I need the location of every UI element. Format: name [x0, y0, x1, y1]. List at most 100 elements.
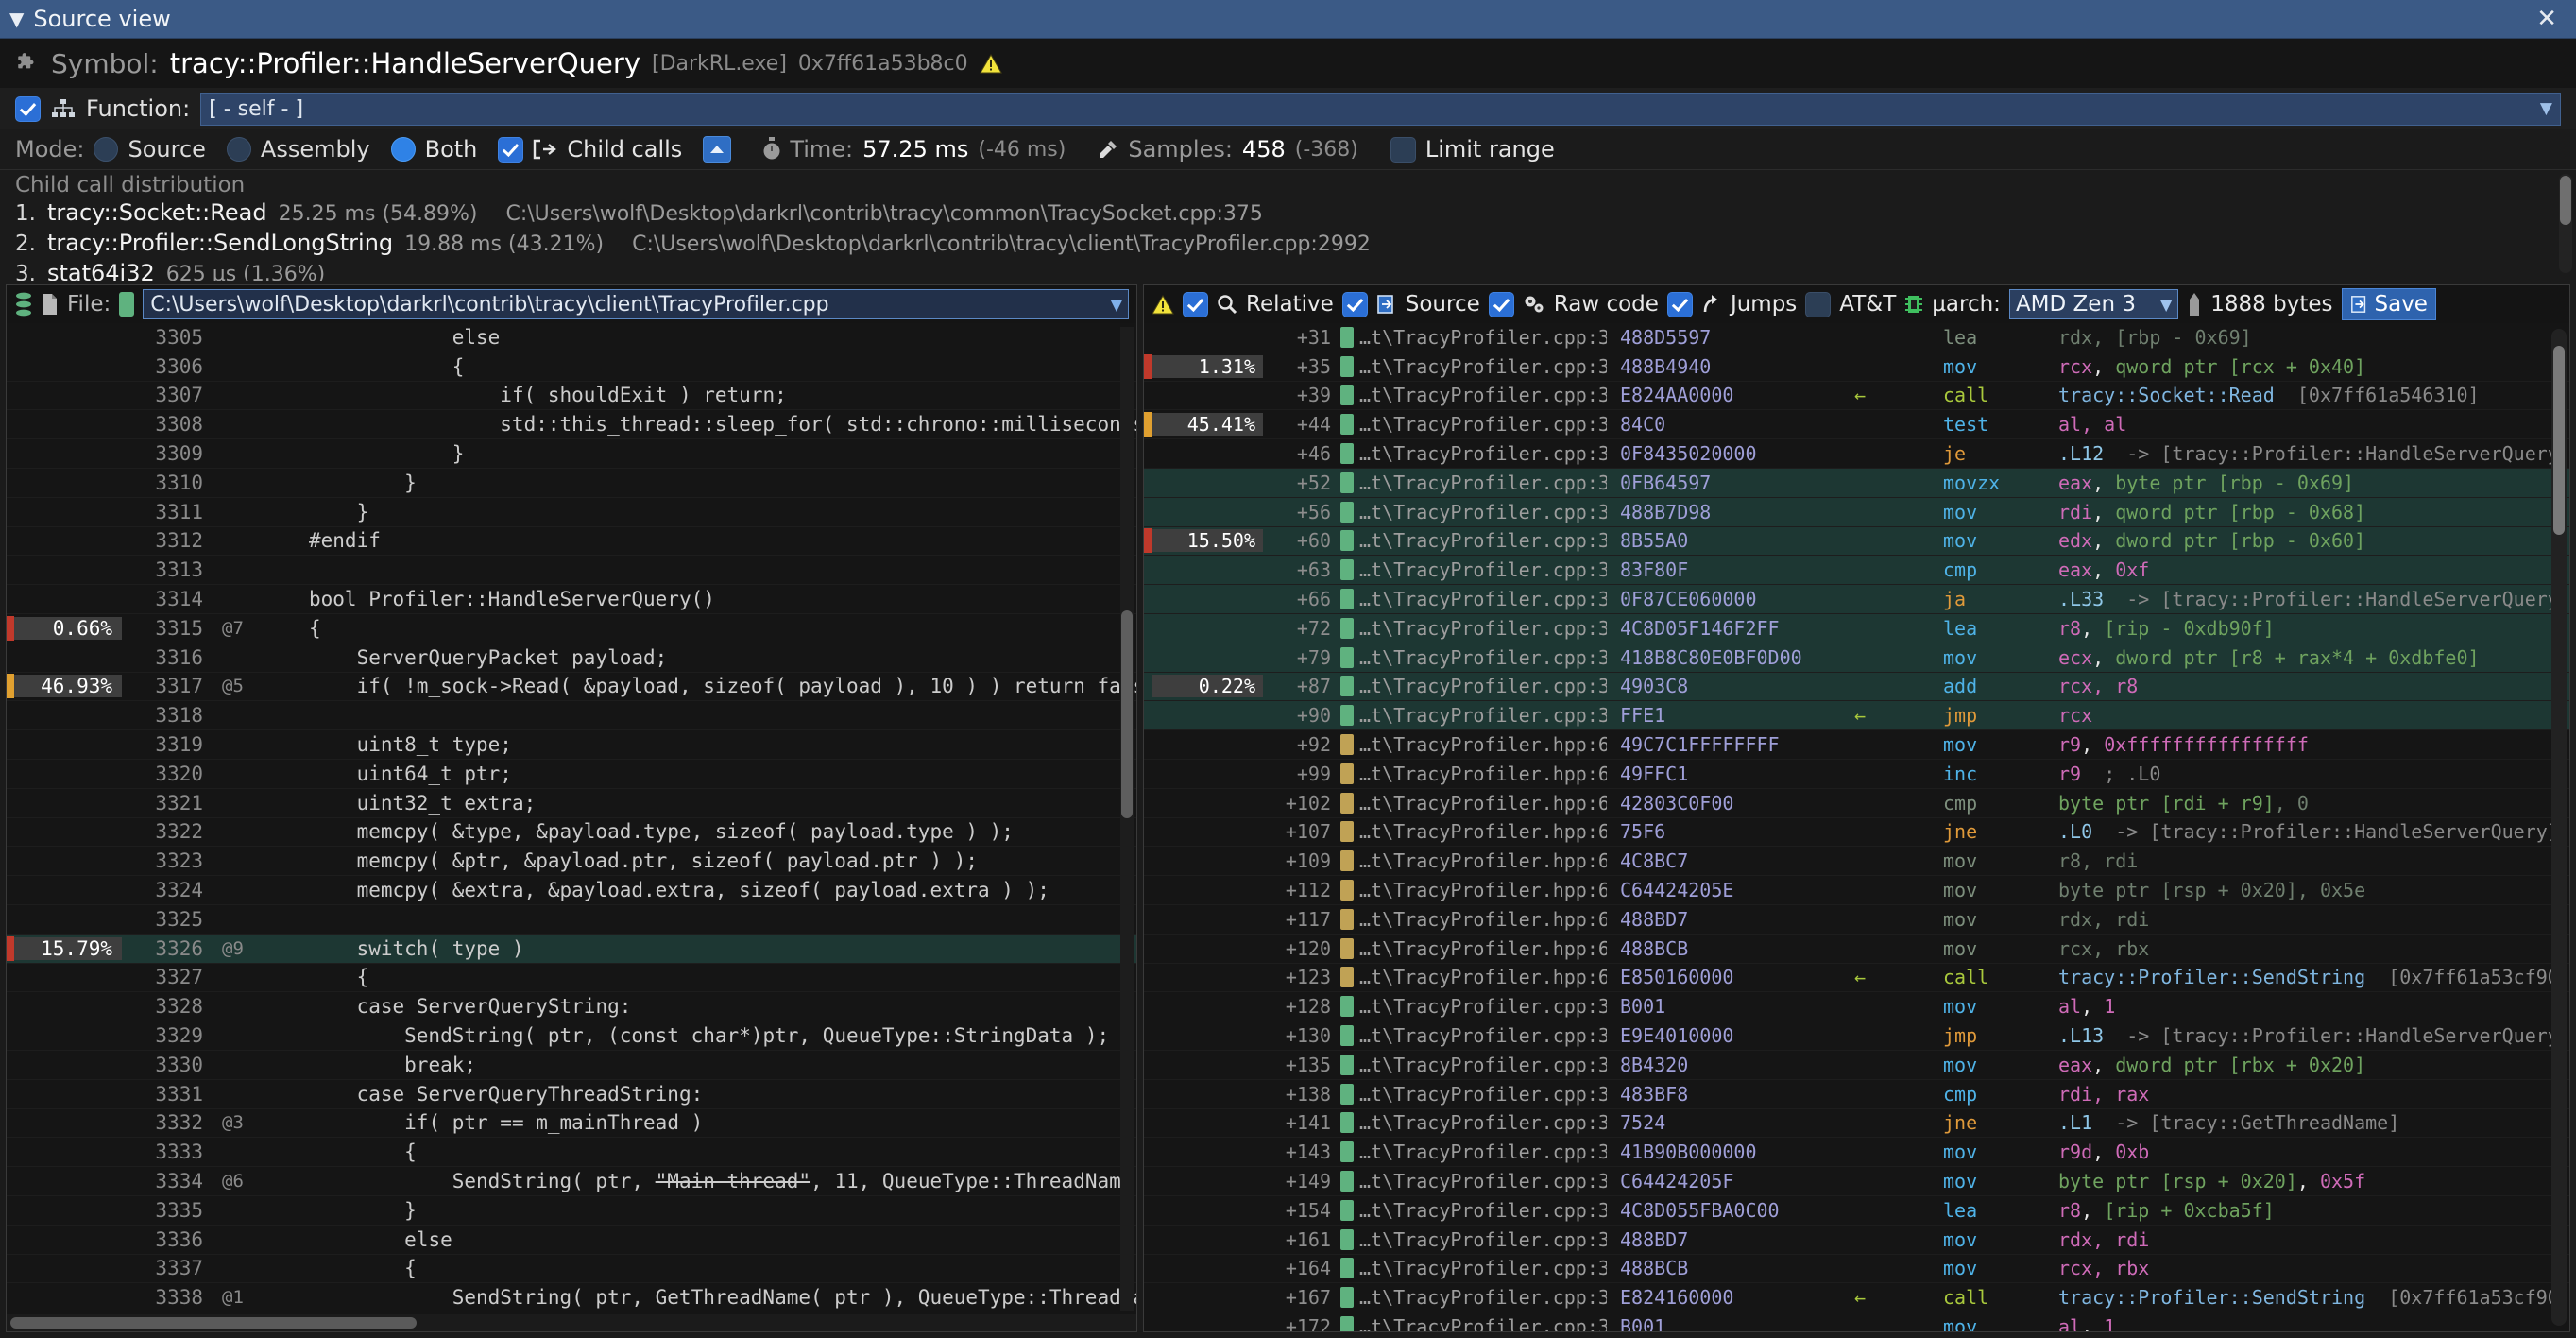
assembly-line[interactable]: +138 …t\TracyProfiler.cpp:3332 483BF8 cmp rd… — [1144, 1080, 2569, 1109]
source-line[interactable]: 3324 memcpy( &extra, &payload.extra, siz… — [7, 876, 1136, 905]
triangle-up-icon[interactable] — [703, 136, 732, 163]
source-line[interactable]: 3310 } — [7, 469, 1136, 498]
assembly-line[interactable]: +123 …t\TracyProfiler.hpp:676 E850160000 ← c… — [1144, 964, 2569, 993]
source-vertical-scrollbar[interactable] — [1120, 327, 1134, 1311]
source-line[interactable]: 3311 } — [7, 498, 1136, 527]
source-line[interactable]: 3313 — [7, 556, 1136, 586]
radio-assembly-label[interactable]: Assembly — [260, 136, 370, 163]
assembly-line[interactable]: +31 …t\TracyProfiler.cpp:3317 488D5597 lea r… — [1144, 323, 2569, 352]
function-checkbox[interactable] — [15, 95, 41, 122]
source-line[interactable]: 0.66% 3315 @7 { — [7, 614, 1136, 643]
source-horizontal-scrollbar[interactable] — [10, 1317, 417, 1329]
child-call-row[interactable]: 3. stat64i32 625 µs (1.36%) — [15, 259, 2561, 281]
raw-code-checkbox[interactable] — [1488, 291, 1514, 317]
source-line[interactable]: 3307 if( shouldExit ) return; — [7, 382, 1136, 411]
limit-range-checkbox[interactable] — [1390, 136, 1416, 163]
relative-checkbox[interactable] — [1183, 291, 1208, 317]
source-line[interactable]: 15.79% 3326 @9 switch( type ) — [7, 934, 1136, 964]
relative-label[interactable]: Relative — [1246, 292, 1334, 317]
source-line[interactable]: 3306 { — [7, 352, 1136, 382]
radio-source-label[interactable]: Source — [128, 136, 206, 163]
source-line[interactable]: 3328 case ServerQueryString: — [7, 992, 1136, 1022]
assembly-line[interactable]: +52 …t\TracyProfiler.cpp:3326 0FB64597 movz… — [1144, 468, 2569, 498]
warning-triangle-icon[interactable] — [979, 53, 1002, 74]
source-line[interactable]: 3332 @3 if( ptr == m_mainThread ) — [7, 1109, 1136, 1139]
source-line[interactable]: 3320 uint64_t ptr; — [7, 760, 1136, 789]
assembly-line[interactable]: 1.31% +35 …t\TracyProfiler.cpp:3317 488B494… — [1144, 352, 2569, 382]
source-line[interactable]: 3323 memcpy( &ptr, &payload.ptr, sizeof(… — [7, 847, 1136, 877]
assembly-line[interactable]: +99 …t\TracyProfiler.hpp:676 49FFC1 inc r9 ;… — [1144, 760, 2569, 789]
source-line[interactable]: 3316 ServerQueryPacket payload; — [7, 643, 1136, 673]
source-line[interactable]: 3335 } — [7, 1196, 1136, 1226]
source-code-area[interactable]: 3305 else 3306 {3307 if( shouldExit ) ret… — [7, 323, 1136, 1331]
save-button[interactable]: Save — [2341, 288, 2436, 320]
uarch-select[interactable]: AMD Zen 3 ▼ — [2008, 289, 2179, 319]
assembly-line[interactable]: +90 …t\TracyProfiler.cpp:3326 FFE1 ← jmp rcx — [1144, 701, 2569, 731]
child-call-row[interactable]: 1. tracy::Socket::Read 25.25 ms (54.89%) C:… — [15, 198, 2561, 229]
limit-range-label[interactable]: Limit range — [1424, 136, 1555, 163]
source-line[interactable]: 3329 SendString( ptr, (const char*)ptr, … — [7, 1021, 1136, 1051]
source-line[interactable]: 3312 #endif — [7, 527, 1136, 557]
radio-assembly[interactable] — [226, 137, 251, 162]
source-line[interactable]: 3322 memcpy( &type, &payload.type, sizeo… — [7, 818, 1136, 848]
jumps-checkbox[interactable] — [1666, 291, 1693, 317]
assembly-code-area[interactable]: +31 …t\TracyProfiler.cpp:3317 488D5597 lea r… — [1144, 323, 2569, 1331]
source-line[interactable]: 46.93% 3317 @5 if( !m_sock->Read( &payload… — [7, 673, 1136, 702]
assembly-line[interactable]: +112 …t\TracyProfiler.hpp:676 C64424205E mo… — [1144, 876, 2569, 905]
child-call-row[interactable]: 2. tracy::Profiler::SendLongString 19.88 m… — [15, 229, 2561, 259]
assembly-line[interactable]: +141 …t\TracyProfiler.cpp:3332 7524 jne .L1 … — [1144, 1109, 2569, 1139]
chevron-down-icon[interactable]: ▼ — [1110, 295, 1122, 314]
database-icon[interactable] — [14, 292, 33, 317]
radio-source[interactable] — [94, 137, 119, 162]
radio-both[interactable] — [390, 137, 416, 162]
assembly-line[interactable]: +117 …t\TracyProfiler.hpp:676 488BD7 mov rdx… — [1144, 905, 2569, 935]
assembly-line[interactable]: +164 …t\TracyProfiler.cpp:3334 488BCB mov rc… — [1144, 1255, 2569, 1284]
source-line[interactable]: 3321 uint32_t extra; — [7, 789, 1136, 818]
radio-both-label[interactable]: Both — [424, 136, 478, 163]
jumps-label[interactable]: Jumps — [1730, 292, 1798, 317]
assembly-line[interactable]: +135 …t\TracyProfiler.cpp:3332 8B4320 mov ea… — [1144, 1051, 2569, 1080]
child-calls-label[interactable]: Child calls — [567, 136, 683, 163]
assembly-line[interactable]: 0.22% +87 …t\TracyProfiler.cpp:3326 4903C8 a… — [1144, 672, 2569, 702]
assembly-line[interactable]: +66 …t\TracyProfiler.cpp:3326 0F87CE060000… — [1144, 585, 2569, 614]
source-line[interactable]: 3337 { — [7, 1255, 1136, 1284]
file-select[interactable]: C:\Users\wolf\Desktop\darkrl\contrib\tra… — [143, 289, 1129, 319]
assembly-line[interactable]: +72 …t\TracyProfiler.cpp:3326 4C8D05F146F2… — [1144, 613, 2569, 643]
source-line[interactable]: 3325 — [7, 905, 1136, 935]
assembly-line[interactable]: +130 …t\TracyProfiler.cpp:3401 E9E4010000 j… — [1144, 1021, 2569, 1051]
source-checkbox[interactable] — [1341, 291, 1368, 317]
source-line[interactable]: 3308 std::this_thread::sleep_for( std::c… — [7, 410, 1136, 440]
source-line[interactable]: 3331 case ServerQueryThreadString: — [7, 1080, 1136, 1109]
chevron-down-icon[interactable]: ▼ — [2539, 99, 2552, 118]
source-line[interactable]: 3338 @1 SendString( ptr, GetThreadName( p… — [7, 1283, 1136, 1313]
assembly-line[interactable]: +39 …t\TracyProfiler.cpp:3317 E824AA0000 ← c… — [1144, 382, 2569, 411]
assembly-line[interactable]: +143 …t\TracyProfiler.cpp:3334 41B90B00000… — [1144, 1138, 2569, 1168]
assembly-line[interactable]: +109 …t\TracyProfiler.hpp:676 4C8BC7 mov r8,… — [1144, 847, 2569, 877]
assembly-line[interactable]: +154 …t\TracyProfiler.cpp:3334 4C8D055FBA0… — [1144, 1196, 2569, 1226]
assembly-vertical-scrollbar[interactable] — [2551, 329, 2567, 1326]
function-select[interactable]: [ - self - ] ▼ — [200, 92, 2561, 126]
source-line[interactable]: 3336 else — [7, 1226, 1136, 1255]
assembly-line[interactable]: 15.50% +60 …t\TracyProfiler.cpp:3326 8B55A0… — [1144, 526, 2569, 557]
assembly-line[interactable]: +56 …t\TracyProfiler.cpp:3326 488B7D98 mov r… — [1144, 497, 2569, 527]
child-call-scrollbar[interactable] — [2559, 174, 2572, 273]
warning-triangle-icon[interactable] — [1152, 294, 1174, 315]
assembly-line[interactable]: +149 …t\TracyProfiler.cpp:3334 C64424205F m… — [1144, 1167, 2569, 1196]
att-label[interactable]: AT&T — [1839, 292, 1897, 317]
source-line[interactable]: 3330 break; — [7, 1051, 1136, 1080]
source-line[interactable]: 3334 @6 SendString( ptr, "Main thread", 1… — [7, 1167, 1136, 1196]
assembly-line[interactable]: +92 …t\TracyProfiler.hpp:676 49C7C1FFFFFFF… — [1144, 730, 2569, 760]
source-line[interactable]: 3319 uint8_t type; — [7, 730, 1136, 760]
triangle-down-icon[interactable]: ▼ — [9, 8, 25, 30]
source-line[interactable]: 3318 — [7, 701, 1136, 731]
assembly-line[interactable]: 45.41% +44 …t\TracyProfiler.cpp:3317 84C0 te… — [1144, 410, 2569, 440]
assembly-line[interactable]: +161 …t\TracyProfiler.cpp:3334 488BD7 mov rd… — [1144, 1226, 2569, 1255]
source-line[interactable]: 3314 bool Profiler::HandleServerQuery() — [7, 585, 1136, 614]
raw-code-label[interactable]: Raw code — [1553, 292, 1659, 317]
assembly-line[interactable]: +102 …t\TracyProfiler.hpp:676 42803C0F00 cm… — [1144, 789, 2569, 818]
assembly-line[interactable]: +46 …t\TracyProfiler.cpp:3317 0F8435020000… — [1144, 439, 2569, 469]
assembly-line[interactable]: +79 …t\TracyProfiler.cpp:3326 418B8C80E0BF… — [1144, 643, 2569, 673]
source-line[interactable]: 3327 { — [7, 964, 1136, 993]
source-line[interactable]: 3305 else — [7, 323, 1136, 352]
source-line[interactable]: 3309 } — [7, 439, 1136, 469]
